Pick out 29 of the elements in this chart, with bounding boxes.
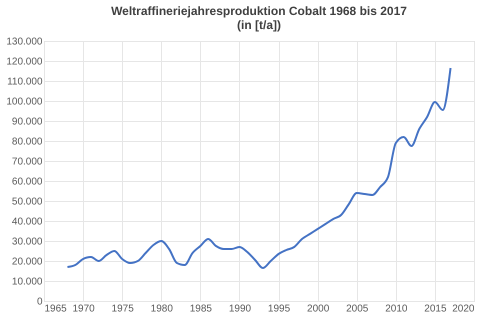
x-tick-label: 2020 — [452, 304, 475, 314]
x-tick-label: 1970 — [72, 304, 96, 314]
x-tick-label: 1995 — [268, 304, 291, 314]
text: Weltraffineriejahresproduktion Cobalt 1968 bis 2017 — [111, 4, 407, 18]
y-tick-label: 0 — [36, 296, 43, 308]
x-tick-label: 2010 — [385, 304, 408, 314]
x-tick-label: 1975 — [112, 304, 134, 314]
x-tick-label: 1990 — [228, 304, 252, 314]
y-tick-label: 130.000 — [6, 36, 43, 48]
y-tick-label: 70.000 — [12, 156, 43, 168]
y-tick-label: 110.000 — [7, 76, 43, 88]
y-tick-label: 20.000 — [12, 256, 43, 268]
text: (in [t/a]) — [237, 18, 281, 32]
x-tick-label: 2000 — [307, 304, 330, 314]
y-tick-label: 100.000 — [6, 96, 43, 108]
y-tick-label: 120.000 — [6, 56, 43, 68]
y-tick-label: 30.000 — [12, 236, 43, 248]
x-tick-label: 1965 — [44, 304, 68, 314]
x-tick-label: 2015 — [424, 304, 447, 314]
y-tick-label: 10.000 — [12, 276, 43, 288]
y-tick-label: 50.000 — [12, 196, 43, 208]
y-tick-label: 60.000 — [12, 176, 43, 188]
x-tick-label: 1985 — [190, 304, 212, 314]
line-series — [66, 67, 452, 269]
y-tick-label: 90.000 — [12, 116, 43, 128]
x-tick-label: 2005 — [346, 304, 369, 314]
y-tick-label: 80.000 — [12, 136, 43, 148]
x-tick-label: 1980 — [150, 304, 174, 314]
y-tick-label: 40.000 — [12, 216, 43, 228]
